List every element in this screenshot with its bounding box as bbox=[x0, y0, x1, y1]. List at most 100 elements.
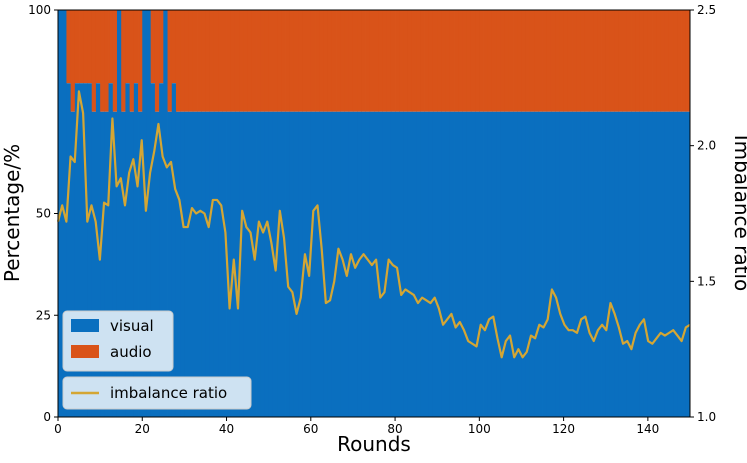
audio-bar bbox=[243, 10, 248, 112]
visual-bar bbox=[584, 111, 590, 417]
visual-bar bbox=[260, 111, 265, 417]
visual-bar bbox=[336, 111, 341, 417]
visual-bar bbox=[656, 111, 661, 417]
visual-bar bbox=[605, 111, 611, 417]
visual-bar bbox=[441, 111, 447, 417]
audio-bar bbox=[79, 10, 84, 84]
audio-bar bbox=[285, 10, 291, 112]
audio-bar bbox=[150, 10, 156, 84]
audio-bar bbox=[293, 10, 299, 112]
legend-audio-label: audio bbox=[110, 343, 152, 361]
legend-visual-label: visual bbox=[110, 317, 154, 335]
audio-bar bbox=[112, 10, 118, 112]
audio-bar bbox=[104, 10, 109, 112]
audio-bar bbox=[580, 10, 586, 112]
visual-bar bbox=[188, 111, 194, 417]
audio-bar bbox=[475, 10, 480, 112]
visual-bar bbox=[538, 111, 543, 417]
audio-bar bbox=[521, 10, 527, 112]
audio-bar bbox=[609, 10, 615, 112]
visual-bar bbox=[475, 111, 480, 417]
visual-bar bbox=[449, 111, 455, 417]
audio-bar bbox=[357, 10, 362, 112]
audio-bar bbox=[344, 10, 350, 112]
audio-bar bbox=[407, 10, 413, 112]
audio-bar bbox=[660, 10, 666, 112]
x-tick-label: 140 bbox=[636, 422, 659, 436]
audio-bar bbox=[378, 10, 383, 112]
audio-bar bbox=[192, 10, 198, 112]
audio-bar bbox=[108, 10, 114, 84]
visual-bar bbox=[142, 10, 147, 417]
visual-bar bbox=[685, 111, 691, 417]
audio-bar bbox=[622, 10, 628, 112]
audio-bar bbox=[74, 10, 80, 84]
audio-bar bbox=[635, 10, 640, 112]
visual-bar bbox=[365, 111, 371, 417]
audio-bar bbox=[272, 10, 278, 112]
visual-bar bbox=[411, 111, 417, 417]
audio-bar bbox=[504, 10, 510, 112]
audio-bar bbox=[352, 10, 358, 112]
visual-bar bbox=[361, 111, 366, 417]
visual-bar bbox=[668, 111, 674, 417]
visual-bar bbox=[500, 111, 506, 417]
audio-bar bbox=[428, 10, 434, 112]
visual-bar bbox=[159, 83, 164, 417]
visual-bar bbox=[133, 83, 139, 417]
visual-bar bbox=[171, 83, 177, 417]
visual-bar bbox=[487, 111, 493, 417]
visual-bar bbox=[559, 111, 564, 417]
audio-bar bbox=[593, 10, 598, 112]
visual-bar bbox=[601, 111, 607, 417]
visual-bar bbox=[192, 111, 198, 417]
visual-bar bbox=[201, 111, 206, 417]
audio-bar bbox=[87, 10, 93, 84]
audio-bar bbox=[209, 10, 215, 112]
visual-bar bbox=[226, 111, 232, 417]
visual-bar bbox=[470, 111, 476, 417]
y-right-tick-label: 1.0 bbox=[697, 410, 716, 424]
audio-bar bbox=[138, 10, 143, 112]
audio-bar bbox=[382, 10, 388, 112]
audio-bar bbox=[588, 10, 594, 112]
visual-bar bbox=[550, 111, 556, 417]
audio-bar bbox=[601, 10, 607, 112]
y-left-tick-label: 100 bbox=[28, 3, 51, 17]
visual-bar bbox=[614, 111, 619, 417]
visual-bar bbox=[635, 111, 640, 417]
audio-bar bbox=[584, 10, 590, 112]
visual-bar bbox=[108, 83, 114, 417]
audio-bar bbox=[424, 10, 430, 112]
audio-bar bbox=[365, 10, 371, 112]
audio-bar bbox=[188, 10, 194, 112]
audio-bar bbox=[517, 10, 522, 112]
audio-bar bbox=[234, 10, 240, 112]
visual-bar bbox=[681, 111, 687, 417]
audio-bar bbox=[555, 10, 560, 112]
visual-bar bbox=[234, 111, 240, 417]
audio-bar bbox=[479, 10, 484, 112]
visual-bar bbox=[576, 111, 581, 417]
visual-bar bbox=[424, 111, 430, 417]
y-right-tick-label: 1.5 bbox=[697, 274, 716, 288]
visual-bar bbox=[264, 111, 270, 417]
visual-bar bbox=[243, 111, 248, 417]
audio-bar bbox=[306, 10, 312, 112]
audio-bar bbox=[546, 10, 552, 112]
x-tick-label: 120 bbox=[552, 422, 575, 436]
visual-bar bbox=[496, 111, 501, 417]
audio-bar bbox=[315, 10, 320, 112]
visual-bar bbox=[588, 111, 594, 417]
visual-bar bbox=[437, 111, 442, 417]
visual-bar bbox=[542, 111, 548, 417]
audio-bar bbox=[572, 10, 577, 112]
audio-bar bbox=[673, 10, 678, 112]
visual-bar bbox=[382, 111, 388, 417]
visual-bar bbox=[125, 83, 131, 417]
audio-bar bbox=[445, 10, 451, 112]
audio-bar bbox=[340, 10, 345, 112]
audio-bar bbox=[239, 10, 244, 112]
visual-bar bbox=[197, 111, 202, 417]
audio-bar bbox=[390, 10, 396, 112]
